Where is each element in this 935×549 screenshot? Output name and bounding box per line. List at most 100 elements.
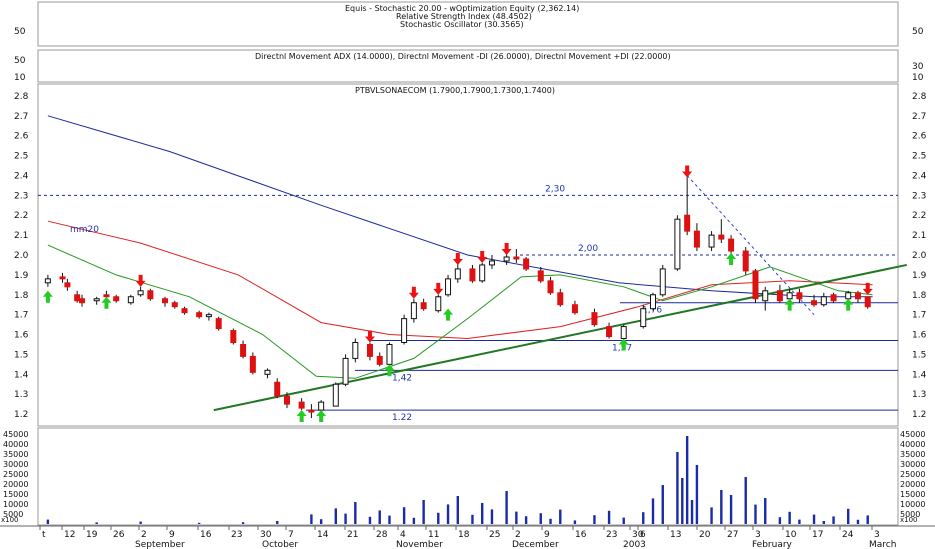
price-tick-right-3: 1.5 xyxy=(912,350,926,360)
candle-body-9 xyxy=(137,290,144,296)
date-tick-4: 2 xyxy=(141,530,147,540)
volume-tick-left-2: 15000 xyxy=(3,490,28,499)
dmi-left-tick-10: 10 xyxy=(14,73,26,83)
stochastic-left-tick: 50 xyxy=(14,27,26,37)
rsi-title: Relative Strength Index (48.4502) xyxy=(396,12,532,21)
candle-body-64 xyxy=(786,292,793,300)
volume-bar-18 xyxy=(446,504,450,524)
candle-body-1 xyxy=(59,276,66,280)
price-tick-left-0: 1.2 xyxy=(14,410,28,420)
buy-signal-arrow-13 xyxy=(618,338,629,351)
volume-bar-39 xyxy=(690,500,694,524)
candle-body-71 xyxy=(864,296,871,308)
volume-bar-22 xyxy=(490,509,494,524)
level-label-1: 2,00 xyxy=(578,244,598,254)
date-tick-2: 19 xyxy=(86,530,98,540)
candle-body-31 xyxy=(386,343,393,365)
buy-signal-arrow-0 xyxy=(42,290,53,303)
volume-bar-30 xyxy=(593,515,596,524)
candle-body-5 xyxy=(93,298,100,302)
month-label-4: 2003 xyxy=(623,540,646,549)
dmi-title: Directnl Movement ADX (14.0000), Directn… xyxy=(255,52,671,61)
signals xyxy=(42,165,873,423)
candle-body-52 xyxy=(650,294,656,310)
dmi-panel-frame xyxy=(37,49,899,83)
candle-body-13 xyxy=(181,308,188,314)
price-tick-right-10: 2.2 xyxy=(912,211,926,221)
candle-body-54 xyxy=(674,218,681,270)
date-tick-7: 23 xyxy=(231,530,242,540)
candle-body-36 xyxy=(445,278,452,296)
volume-tick-right-4: 25000 xyxy=(900,470,925,479)
mm20-annotation: mm20 xyxy=(70,225,99,235)
moving-averages xyxy=(47,115,873,379)
candle-body-33 xyxy=(410,302,417,320)
date-tick-0: t xyxy=(42,530,46,540)
date-tick-26: 3 xyxy=(755,530,761,540)
volume-bar-14 xyxy=(402,507,406,524)
price-tick-right-8: 2.0 xyxy=(912,251,927,261)
price-tick-left-3: 1.5 xyxy=(14,350,28,360)
sell-signal-arrow-14 xyxy=(682,165,693,178)
sell-signal-arrow-12 xyxy=(501,243,512,256)
date-tick-27: 10 xyxy=(785,530,797,540)
date-tick-10: 14 xyxy=(317,530,329,540)
volume-unit-left: x100 xyxy=(1,516,19,524)
level-label-0: 2,30 xyxy=(545,184,565,194)
volume-bar-11 xyxy=(368,516,372,524)
candle-body-12 xyxy=(171,302,178,308)
volume-bar-4 xyxy=(241,522,245,524)
volume-bars xyxy=(46,436,869,524)
candle-body-6 xyxy=(103,294,110,298)
date-tick-14: 11 xyxy=(428,530,439,540)
level-label-5: 1.22 xyxy=(392,413,412,423)
date-tick-30: 3 xyxy=(874,530,880,540)
trendline-group xyxy=(213,175,907,412)
volume-bar-45 xyxy=(754,504,757,524)
volume-tick-right-0: 5000 xyxy=(900,510,920,519)
candle-body-60 xyxy=(742,250,749,272)
candle-body-38 xyxy=(469,268,476,282)
volume-bar-34 xyxy=(651,498,655,524)
date-tick-20: 23 xyxy=(606,530,617,540)
sell-signal-arrow-5 xyxy=(364,330,375,343)
candle-body-65 xyxy=(796,292,803,300)
candle-body-70 xyxy=(854,292,861,300)
trendline xyxy=(213,263,907,412)
candle-body-21 xyxy=(274,381,281,397)
date-tick-8: 30 xyxy=(260,530,272,540)
month-label-6: March xyxy=(869,540,896,549)
volume-tick-right-3: 20000 xyxy=(900,480,925,489)
buy-signal-arrow-16 xyxy=(784,298,795,311)
month-label-0: September xyxy=(135,540,185,549)
month-label-1: October xyxy=(262,540,298,549)
price-axis: 1.2 1.2 1.3 1.3 1.4 1.4 1.5 1.5 1.6 1.6 1.7 1.7 1.8 1… xyxy=(14,92,927,420)
candle-body-61 xyxy=(752,270,759,300)
month-label-3: December xyxy=(512,540,559,549)
buy-signal-arrow-9 xyxy=(443,308,454,321)
candle-body-69 xyxy=(845,292,852,300)
date-tick-19: 16 xyxy=(575,530,587,540)
candle-body-27 xyxy=(342,357,349,385)
volume-tick-right-5: 30000 xyxy=(900,460,925,469)
candle-body-10 xyxy=(147,290,154,300)
price-tick-left-5: 1.7 xyxy=(14,311,28,321)
dmi-panel: Directnl Movement ADX (14.0000), Directn… xyxy=(14,52,924,83)
price-tick-right-13: 2.5 xyxy=(912,152,926,162)
candle-body-48 xyxy=(591,312,598,326)
price-tick-left-16: 2.8 xyxy=(14,92,29,102)
volume-bar-8 xyxy=(334,508,337,524)
candle-body-3 xyxy=(74,294,81,302)
volume-bar-37 xyxy=(681,478,684,524)
volume-bar-53 xyxy=(847,508,850,524)
volume-bar-7 xyxy=(319,519,323,524)
price-tick-left-14: 2.6 xyxy=(14,132,29,142)
dmi-right-tick-10: 10 xyxy=(912,73,924,83)
stochastic-oscillator-title: Stochastic Oscillator (30.3565) xyxy=(400,20,524,29)
volume-bar-41 xyxy=(710,507,713,524)
volume-bar-20 xyxy=(471,514,474,524)
dmi-right-tick-30: 30 xyxy=(912,62,924,72)
